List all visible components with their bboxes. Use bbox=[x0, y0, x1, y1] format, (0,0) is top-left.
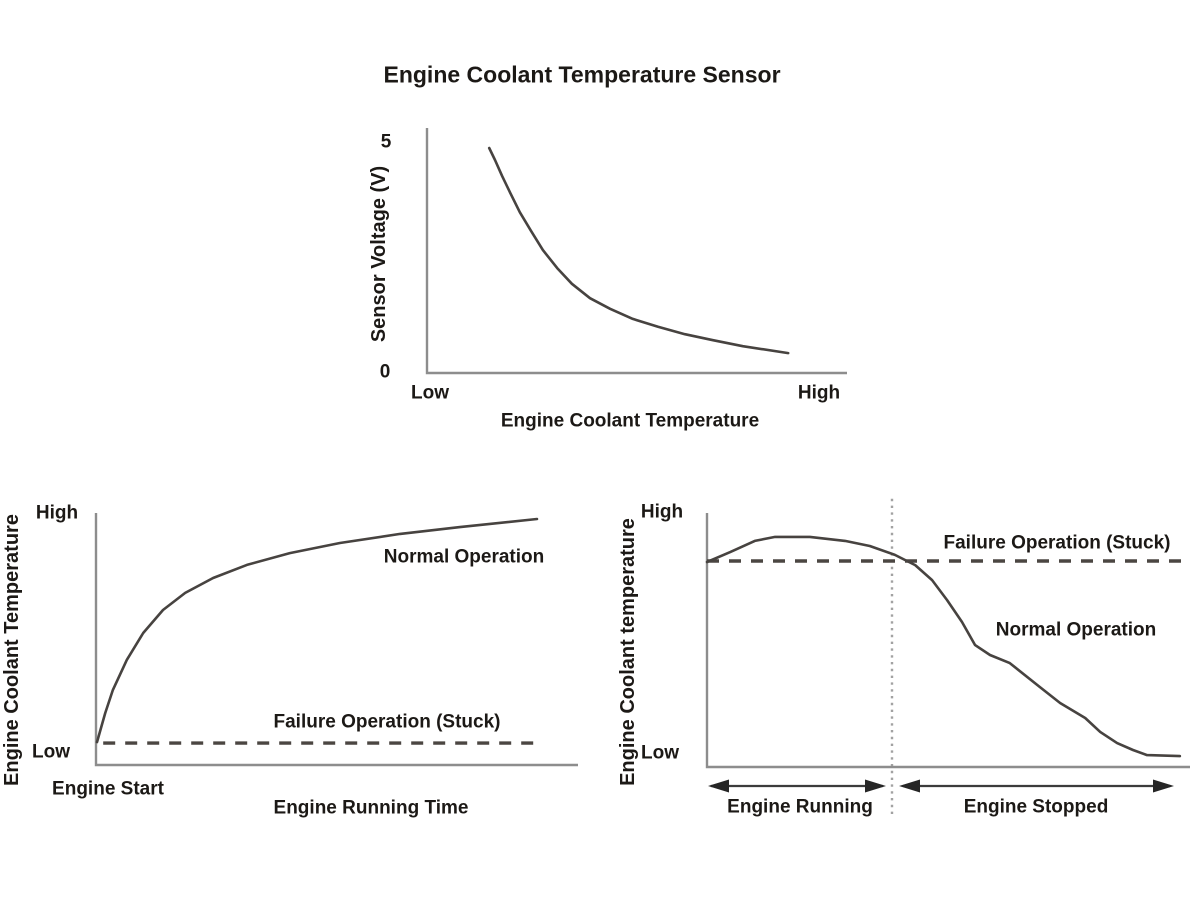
engine-running-phase-label: Engine Running bbox=[727, 796, 873, 818]
engine-stopped-phase-label: Engine Stopped bbox=[963, 796, 1109, 818]
cooldown-chart-ylabel: Engine Coolant temperature bbox=[617, 518, 639, 786]
cooldown-normal-operation-label: Normal Operation bbox=[995, 619, 1157, 641]
top-chart-xtick-high: High bbox=[797, 382, 841, 404]
cooldown-chart-axes bbox=[705, 513, 1190, 769]
top-chart-ylabel: Sensor Voltage (V) bbox=[368, 165, 390, 343]
top-chart-xtick-low: Low bbox=[411, 382, 449, 404]
top-chart-ytick-0: 0 bbox=[379, 361, 391, 383]
warmup-failure-operation-label: Failure Operation (Stuck) bbox=[273, 711, 501, 733]
top-chart-ytick-5: 5 bbox=[380, 131, 392, 153]
cooldown-normal-curve bbox=[705, 535, 1182, 758]
cooldown-chart-ytick-low: Low bbox=[641, 742, 679, 764]
figure-title: Engine Coolant Temperature Sensor bbox=[383, 61, 781, 88]
warmup-chart-ytick-high: High bbox=[35, 502, 79, 524]
arrowhead-stopped-right-icon bbox=[1153, 779, 1174, 793]
warmup-normal-curve bbox=[95, 517, 539, 744]
cooldown-failure-operation-label: Failure Operation (Stuck) bbox=[943, 532, 1171, 554]
arrowhead-running-right-icon bbox=[865, 779, 886, 793]
cooldown-chart-ytick-high: High bbox=[640, 501, 684, 523]
arrowhead-stopped-left-icon bbox=[899, 779, 920, 793]
warmup-chart-ylabel: Engine Coolant Temperature bbox=[1, 514, 23, 786]
warmup-chart-ytick-low: Low bbox=[32, 741, 70, 763]
arrowhead-running-left-icon bbox=[708, 779, 729, 793]
sensor-voltage-curve bbox=[487, 146, 790, 355]
warmup-chart-xlabel: Engine Running Time bbox=[273, 797, 469, 819]
warmup-chart-axes bbox=[94, 513, 578, 767]
top-chart-xlabel: Engine Coolant Temperature bbox=[500, 410, 760, 432]
engine-start-label: Engine Start bbox=[52, 778, 164, 800]
warmup-normal-operation-label: Normal Operation bbox=[383, 546, 545, 568]
top-chart-axes bbox=[425, 128, 847, 375]
